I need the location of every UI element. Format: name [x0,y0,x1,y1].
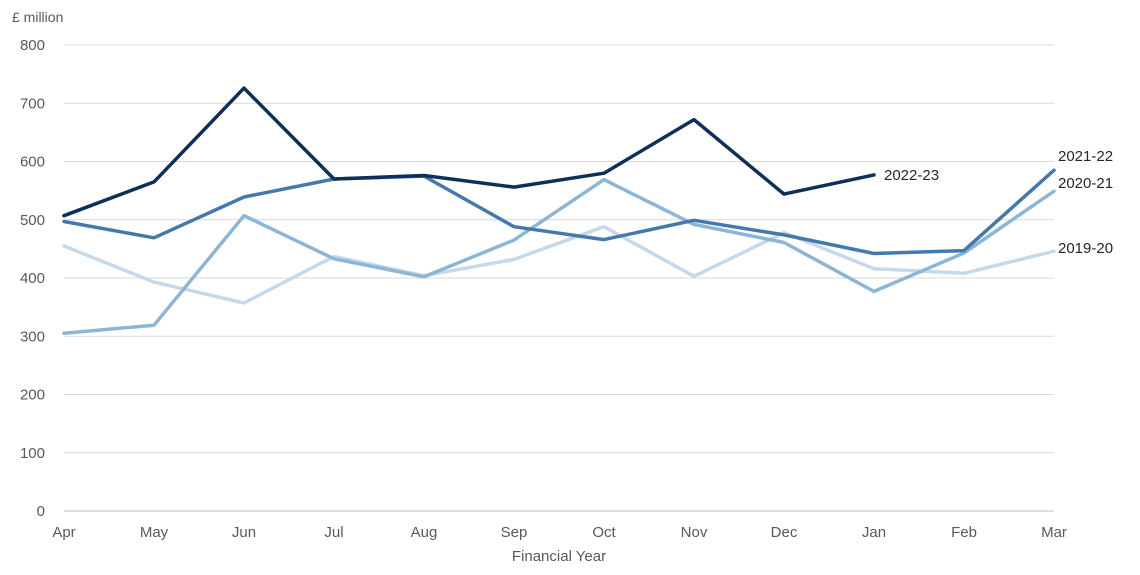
y-tick-label: 500 [20,212,45,229]
series-line-2022-23 [62,86,876,218]
y-axis-unit-label: £ million [12,9,63,25]
series-label-2022-23: 2022-23 [884,167,939,184]
y-tick-label: 600 [20,154,45,171]
series-line-2020-21 [62,177,1056,336]
x-axis-title: Financial Year [512,548,606,565]
gridlines [64,44,1054,512]
series-label-2020-21: 2020-21 [1058,175,1113,192]
y-tick-label: 300 [20,328,45,345]
series-line-2019-20 [62,224,1056,305]
x-tick-label: Feb [951,524,977,541]
y-tick-label: 800 [20,37,45,54]
x-tick-label: Apr [52,524,75,541]
x-tick-label: Jan [862,524,886,541]
x-tick-label: Dec [771,524,798,541]
x-tick-label: Aug [411,524,438,541]
series-label-2021-22: 2021-22 [1058,148,1113,165]
x-tick-label: Jul [324,524,343,541]
series-labels: 2019-20 2020-21 2021-22 2022-23 [884,148,1113,257]
y-tick-label: 200 [20,387,45,404]
series-lines [62,86,1056,336]
y-tick-label: 400 [20,270,45,287]
x-tick-label: Jun [232,524,256,541]
y-tick-label: 0 [37,503,45,520]
x-tick-label: Nov [681,524,708,541]
x-tick-label: Sep [501,524,528,541]
x-axis-ticks: Apr May Jun Jul Aug Sep Oct Nov Dec Jan Feb Mar [52,524,1067,541]
y-axis-ticks: 0 100 200 300 400 500 600 700 800 [20,37,45,520]
series-label-2019-20: 2019-20 [1058,240,1113,257]
x-tick-label: May [140,524,169,541]
y-tick-label: 100 [20,445,45,462]
y-tick-label: 700 [20,95,45,112]
x-tick-label: Mar [1041,524,1067,541]
series-line-2021-22 [62,168,1056,256]
x-tick-label: Oct [592,524,616,541]
